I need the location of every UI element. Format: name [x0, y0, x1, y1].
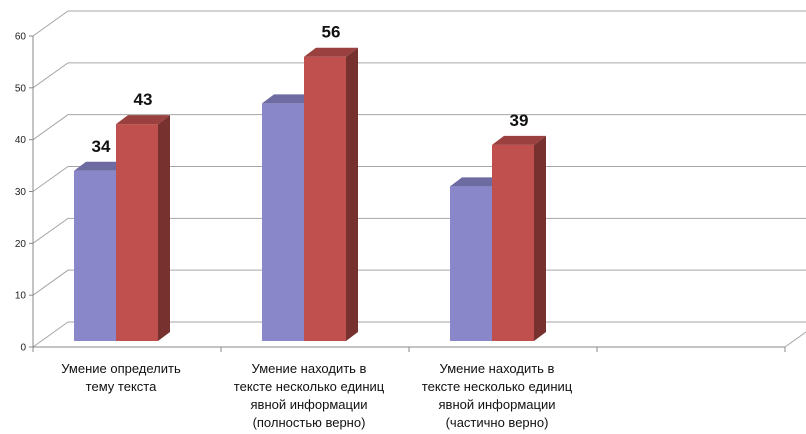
category-label-line: (частично верно)	[446, 415, 549, 430]
gridline	[32, 62, 806, 89]
gridline	[32, 321, 806, 348]
y-tick-label: 50	[15, 83, 27, 94]
y-tick-label: 30	[15, 187, 27, 198]
gridline	[32, 166, 806, 192]
bar	[116, 124, 158, 341]
category-label: Умение определить тему текста	[61, 361, 181, 394]
bar-top	[262, 94, 316, 104]
category-label-line: (полностью верно)	[253, 415, 366, 430]
category-label-line: Умение находить в	[440, 361, 555, 376]
data-label: 56	[322, 23, 341, 42]
bar-side	[346, 47, 358, 341]
category-label-line: Умение находить в	[252, 361, 367, 376]
bar	[304, 56, 346, 341]
bar	[262, 103, 304, 341]
floor-edge	[784, 331, 806, 348]
category-label: Умение находить в тексте несколько единиц…	[234, 361, 385, 430]
category-labels: Умение определить тему текста Умение наход…	[61, 361, 573, 430]
data-labels: 34 43 56 39	[92, 23, 529, 156]
y-tick-label: 10	[15, 291, 27, 302]
y-axis: 0 10 20 30 40 50 60	[15, 32, 34, 354]
bar-top	[74, 161, 128, 171]
bar	[74, 170, 116, 341]
bar-top	[116, 115, 170, 125]
bar-side	[158, 115, 170, 341]
gridline	[32, 10, 806, 37]
y-tick-label: 0	[20, 343, 26, 354]
gridline	[32, 217, 806, 244]
gridline	[32, 269, 806, 296]
category-label-line: тему текста	[86, 379, 157, 394]
category-label: Умение находить в тексте несколько единиц…	[422, 361, 573, 430]
bars	[74, 47, 546, 341]
category-label-line: явной информации	[251, 397, 368, 412]
bar	[492, 144, 534, 341]
data-label: 43	[134, 90, 153, 109]
bar-side	[534, 135, 546, 341]
category-label-line: явной информации	[439, 397, 556, 412]
x-axis	[32, 331, 806, 352]
category-label-line: тексте несколько единиц	[234, 379, 385, 394]
y-tick-label: 40	[15, 135, 27, 146]
category-label-line: Умение определить	[61, 361, 181, 376]
bar-top	[304, 47, 358, 57]
bar-top	[450, 177, 504, 187]
y-tick-label: 20	[15, 239, 27, 250]
category-label-line: тексте несколько единиц	[422, 379, 573, 394]
data-label: 34	[92, 137, 111, 156]
data-label: 39	[510, 111, 529, 130]
y-tick-label: 60	[15, 32, 27, 43]
gridlines	[32, 10, 806, 348]
bar	[450, 186, 492, 341]
gridline	[32, 114, 806, 141]
bar-top	[492, 135, 546, 145]
